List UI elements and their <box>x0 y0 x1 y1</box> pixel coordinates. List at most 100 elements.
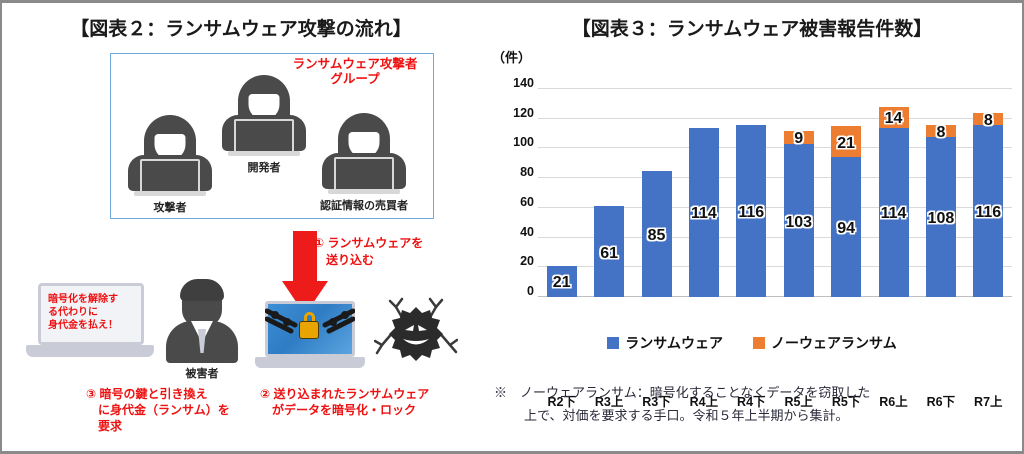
bar-column[interactable]: 116 <box>736 124 767 297</box>
bar-column[interactable]: 116 8 <box>973 111 1004 297</box>
victim-label: 被害者 <box>185 368 219 380</box>
y-axis-unit-label: （件） <box>492 50 532 65</box>
bar-value-label: 85 <box>647 226 666 244</box>
victim-laptop-icon: 暗号化を解除す る代わりに 身代金を払え！ <box>26 283 154 361</box>
bar-segment-ransomware[interactable] <box>688 127 719 297</box>
gridline <box>538 117 1012 119</box>
bar-segment-ransomware[interactable] <box>878 127 909 297</box>
bar-column[interactable]: 103 9 <box>783 130 814 297</box>
bar-segment-ransomware[interactable] <box>546 265 577 297</box>
x-axis-tick-label: R3上 <box>594 395 624 409</box>
step-2-label: ② 送り込まれたランサムウェア がデータを暗号化・ロック <box>260 387 430 417</box>
bar-column[interactable]: 94 21 <box>831 126 862 297</box>
bar-column[interactable]: 85 <box>641 170 672 297</box>
bar-value-label: 14 <box>884 110 903 128</box>
legend-swatch <box>607 337 620 349</box>
gridline <box>538 236 1012 238</box>
legend-label: ランサムウェア <box>625 335 723 351</box>
y-axis-tick-label: 120 <box>513 105 534 120</box>
victim-person-icon: 被害者 <box>162 279 242 380</box>
bar-column[interactable]: 114 <box>688 127 719 297</box>
chart-legend: ランサムウェア ノーウェアランサム <box>480 333 1022 353</box>
bar-segment-ransomware[interactable] <box>925 136 956 297</box>
x-axis-tick-label: R3下 <box>642 395 671 409</box>
bar-segment-nowhere-ransom[interactable] <box>878 106 909 128</box>
legend-swatch <box>753 337 765 349</box>
bar-segment-nowhere-ransom[interactable] <box>973 112 1004 125</box>
padlock-shackle-icon <box>304 312 315 324</box>
step-3-label: ③ 暗号の鍵と引き換え に身代金（ランサム）を 要求 <box>86 387 230 433</box>
bar-column[interactable]: 21 <box>546 265 577 297</box>
gridline <box>538 266 1012 268</box>
bar-value-label: 61 <box>600 244 618 262</box>
figure-3-panel: 【図表３：ランサムウェア被害報告件数】 （件） 0 20 40 60 80 100 120 1… <box>480 3 1022 451</box>
bar-segment-nowhere-ransom[interactable] <box>783 130 814 144</box>
attacker-group-label: ランサムウェア攻撃者 グループ <box>292 57 418 86</box>
hacker-figure-icon <box>304 113 424 194</box>
bar-column[interactable]: 108 8 <box>925 123 956 297</box>
bar-column[interactable]: 61 <box>594 206 625 297</box>
figure-3-title: 【図表３：ランサムウェア被害報告件数】 <box>571 19 933 40</box>
bar-value-label: 108 <box>927 209 955 227</box>
actor-developer: 開発者 <box>214 75 314 174</box>
actor-developer-label: 開発者 <box>247 162 281 174</box>
actor-credential-broker: 認証情報の売買者 <box>304 113 424 212</box>
bar-segment-ransomware[interactable] <box>736 124 767 297</box>
bar-value-label: 21 <box>552 274 571 292</box>
bar-segment-nowhere-ransom[interactable] <box>925 124 956 137</box>
bar-segment-ransomware[interactable] <box>783 143 814 297</box>
bar-value-label: 114 <box>880 205 907 223</box>
x-axis-tick-label: R6上 <box>879 395 908 409</box>
x-axis-line <box>538 295 1012 297</box>
bar-value-label: 94 <box>837 220 855 238</box>
y-axis-tick-label: 80 <box>520 165 534 180</box>
x-axis-tick-label: R7上 <box>974 395 1003 409</box>
bar-value-label: 8 <box>983 111 993 129</box>
hacker-figure-icon <box>214 75 314 156</box>
bar-segment-ransomware[interactable] <box>831 157 862 297</box>
bar-segment-ransomware[interactable] <box>594 206 625 297</box>
y-axis-tick-label: 0 <box>527 284 534 298</box>
bar-chart-plot: 0 20 40 60 80 100 120 140 21 61 85 114 116 103 9 94 21 1… <box>513 76 1012 409</box>
actor-attacker: 攻撃者 <box>120 115 220 214</box>
figure-2-title: 【図表２：ランサムウェア攻撃の流れ】 <box>70 19 412 40</box>
figure-2-panel: 【図表２：ランサムウェア攻撃の流れ】 ランサムウェア攻撃者 グループ 攻撃者 開… <box>2 3 480 451</box>
bar-value-label: 9 <box>794 130 804 148</box>
legend-item[interactable]: ランサムウェア <box>607 333 723 353</box>
bar-column[interactable]: 114 14 <box>878 106 909 297</box>
padlock-icon <box>299 321 319 339</box>
footnote-line-1: ※ ノーウェアランサム：暗号化することなくデータを窃取した <box>494 385 871 400</box>
x-axis-tick-label: R2下 <box>547 395 576 409</box>
bar-value-label: 116 <box>975 203 1002 221</box>
y-axis-tick-label: 100 <box>513 135 534 150</box>
x-axis-tick-label: R5上 <box>784 395 813 409</box>
bar-segment-ransomware[interactable] <box>641 170 672 297</box>
x-axis-tick-label: R6下 <box>926 395 956 409</box>
footnote-line-2: 上で、対価を要求する手口。令和５年上半期から集計。 <box>524 408 849 423</box>
y-axis-tick-label: 20 <box>520 254 534 269</box>
actor-attacker-label: 攻撃者 <box>153 202 187 214</box>
x-axis-tick-label: R4下 <box>737 395 766 409</box>
legend-label: ノーウェアランサム <box>771 335 897 351</box>
bar-value-label: 8 <box>936 123 946 141</box>
step-1-label: ① ランサムウェアを 送り込む <box>314 236 424 267</box>
x-axis-tick-label: R5下 <box>831 395 861 409</box>
chain-icon <box>265 308 355 334</box>
legend-item[interactable]: ノーウェアランサム <box>753 333 897 353</box>
gridline <box>538 88 1012 89</box>
gridline <box>538 206 1012 208</box>
bar-segment-ransomware[interactable] <box>973 124 1004 297</box>
ransom-note-text: 暗号化を解除す る代わりに 身代金を払え！ <box>48 294 118 331</box>
gridline <box>538 147 1012 149</box>
y-axis-tick-label: 60 <box>520 194 534 209</box>
bar-segment-nowhere-ransom[interactable] <box>831 126 862 158</box>
bar-value-label: 114 <box>690 205 717 223</box>
bar-value-label: 103 <box>785 213 813 231</box>
hacker-figure-icon <box>120 115 220 196</box>
x-axis-tick-label: R4上 <box>689 395 719 409</box>
locked-laptop-icon <box>255 301 365 373</box>
gridline <box>538 177 1012 179</box>
virus-malware-icon <box>374 297 458 361</box>
bar-value-label: 21 <box>837 134 855 152</box>
